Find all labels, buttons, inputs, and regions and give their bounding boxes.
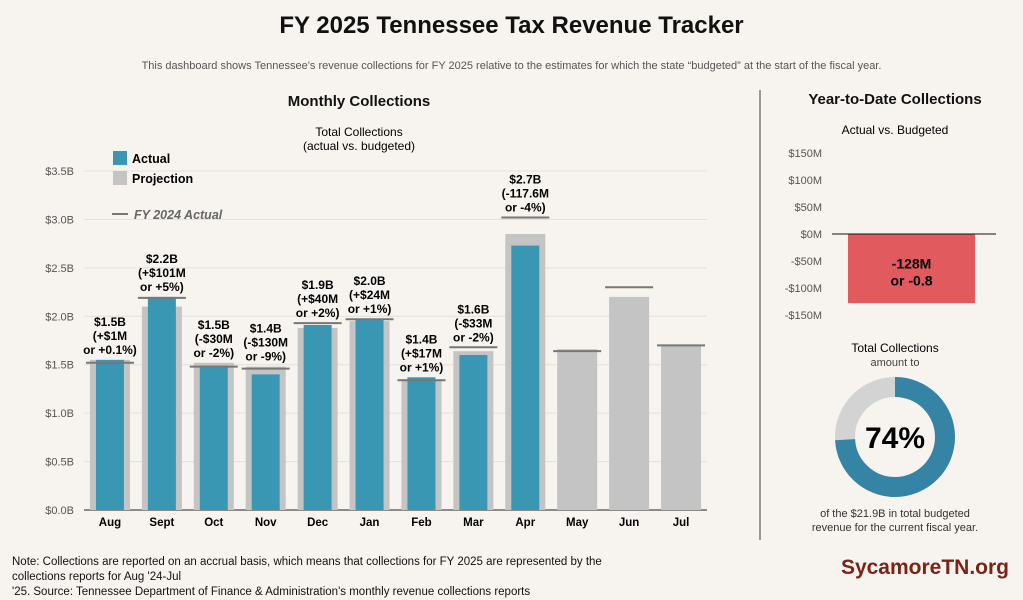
actual-bar: [407, 377, 436, 510]
data-label: or +0.1%): [83, 343, 137, 357]
data-label: $1.9B: [302, 278, 334, 292]
page-subtitle: This dashboard shows Tennessee’s revenue…: [141, 60, 882, 72]
data-label: $1.5B: [198, 318, 230, 332]
data-label: $2.0B: [354, 274, 386, 288]
donut-fill: [835, 377, 955, 497]
y-tick-label: $2.0B: [45, 311, 74, 323]
donut-caption-line1: of the $21.9B in total budgeted: [820, 508, 970, 520]
ytd-y-tick-label: -$150M: [785, 310, 822, 322]
x-tick-label: Feb: [411, 517, 431, 529]
monthly-section-title: Monthly Collections: [287, 93, 431, 110]
x-tick-label: Apr: [515, 517, 535, 529]
donut-percent-label: 74%: [865, 422, 925, 455]
ytd-y-tick-label: -$50M: [791, 256, 822, 268]
projection-bar: [557, 349, 598, 510]
y-tick-label: $2.5B: [45, 263, 74, 275]
data-label: or +1%): [400, 360, 444, 374]
y-tick-label: $3.5B: [45, 166, 74, 178]
x-tick-label: Jul: [673, 517, 690, 529]
actual-bar: [147, 296, 176, 510]
footnote-line1: Note: Collections are reported on an acc…: [12, 556, 602, 583]
projection-bar: [661, 345, 702, 510]
ytd-bar: [848, 234, 975, 304]
projection-bar: [609, 296, 650, 510]
data-label: (+$1M: [93, 329, 127, 343]
data-label: or +2%): [296, 306, 340, 320]
actual-bar: [459, 355, 488, 510]
monthly-chart-subtitle: (actual vs. budgeted): [303, 139, 415, 153]
actual-bar: [95, 359, 124, 510]
data-label: or +5%): [140, 280, 184, 294]
donut-caption-line2: revenue for the current fiscal year.: [812, 522, 978, 534]
data-label: $2.7B: [509, 172, 541, 186]
x-tick-label: Sept: [149, 517, 174, 529]
page-title: FY 2025 Tennessee Tax Revenue Tracker: [279, 12, 744, 39]
data-label: or -2%): [193, 346, 234, 360]
ytd-y-tick-label: -$100M: [785, 283, 822, 295]
ytd-y-tick-label: $0M: [801, 229, 822, 241]
data-label: $1.4B: [250, 322, 282, 336]
ytd-section-title: Year-to-Date Collections: [808, 91, 982, 108]
ytd-y-tick-label: $100M: [788, 175, 822, 187]
brand-link[interactable]: SycamoreTN.org: [840, 556, 1009, 579]
data-label: (+$17M: [401, 346, 442, 360]
x-tick-label: Nov: [255, 517, 277, 529]
x-tick-label: Aug: [99, 517, 121, 529]
y-tick-label: $0.0B: [45, 505, 74, 517]
data-label: or -4%): [505, 200, 546, 214]
legend-label-actual: Actual: [132, 152, 170, 166]
data-label: $1.6B: [457, 302, 489, 316]
legend-swatch-actual: [113, 151, 127, 165]
monthly-collections-chart: Total Collections (actual vs. budgeted) …: [45, 125, 707, 529]
legend-label-fy2024: FY 2024 Actual: [134, 208, 223, 222]
ytd-y-tick-label: $50M: [794, 202, 822, 214]
x-tick-label: Mar: [463, 517, 484, 529]
y-tick-label: $3.0B: [45, 214, 74, 226]
data-label: $1.5B: [94, 315, 126, 329]
data-label: (+$101M: [138, 266, 186, 280]
donut-title: Total Collections: [851, 341, 938, 355]
data-label: or -9%): [245, 350, 286, 364]
footnote-line2: '25. Source: Tennessee Department of Fin…: [12, 586, 531, 598]
x-tick-label: May: [566, 517, 589, 529]
y-tick-label: $1.0B: [45, 408, 74, 420]
data-label: or -2%): [453, 330, 494, 344]
data-label: (-117.6M: [502, 186, 549, 200]
donut-subtitle: amount to: [871, 357, 920, 369]
ytd-bar-label-pct: or -0.8: [890, 273, 932, 289]
y-tick-label: $0.5B: [45, 457, 74, 469]
actual-bar: [199, 365, 228, 510]
actual-bar: [511, 245, 540, 510]
data-label: (+$24M: [349, 288, 390, 302]
data-label: or +1%): [348, 302, 392, 316]
legend-label-projection: Projection: [132, 172, 193, 186]
data-label: $1.4B: [405, 332, 437, 346]
section-divider: [759, 90, 761, 540]
monthly-chart-title: Total Collections: [315, 125, 402, 139]
ytd-y-tick-label: $150M: [788, 148, 822, 160]
actual-bar: [303, 325, 332, 510]
data-label: (+$40M: [297, 292, 338, 306]
ytd-bar-chart: Actual vs. Budgeted $150M $100M $50M $0M -$5…: [785, 123, 996, 322]
ytd-bar-label: -128M: [892, 256, 932, 272]
actual-bar: [251, 374, 280, 510]
data-label: (-$130M: [243, 336, 288, 350]
data-label: (-$33M: [454, 316, 492, 330]
x-tick-label: Jun: [619, 517, 639, 529]
ytd-bar-title: Actual vs. Budgeted: [842, 123, 949, 137]
data-label: $2.2B: [146, 252, 178, 266]
actual-bar: [355, 319, 384, 510]
x-tick-label: Jan: [360, 517, 380, 529]
data-label: (-$30M: [195, 332, 233, 346]
ytd-donut-chart: Total Collections amount to 74% of the $…: [812, 341, 978, 534]
x-tick-label: Dec: [307, 517, 329, 529]
x-tick-label: Oct: [204, 517, 223, 529]
legend-swatch-projection: [113, 171, 127, 185]
footnote: Note: Collections are reported on an acc…: [12, 555, 652, 600]
y-tick-label: $1.5B: [45, 360, 74, 372]
